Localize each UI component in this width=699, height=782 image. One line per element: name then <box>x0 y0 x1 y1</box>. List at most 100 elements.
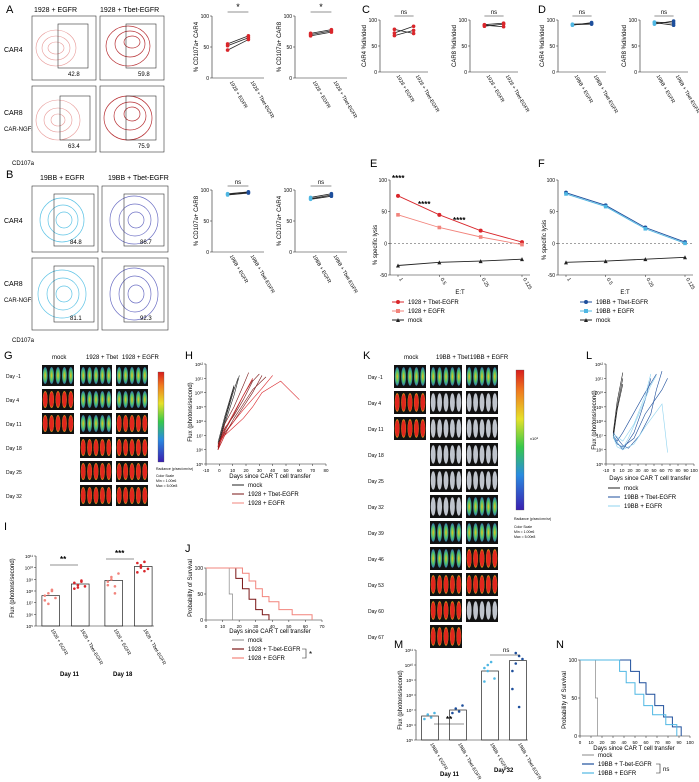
lysisE-point <box>478 259 483 264</box>
lysisE-ytick-label: 50 <box>381 210 387 216</box>
iMarks-point <box>113 585 117 588</box>
iMarks-xcat: 1928 + Tbet-EGFR <box>79 628 105 667</box>
h-ylabel: Flux (photons/second) <box>188 382 194 441</box>
mMarks-ytick-label: 10⁸ <box>406 693 413 698</box>
mMarks-point <box>486 669 490 673</box>
lysisE-xtick-label: 0.5 <box>439 277 448 286</box>
nMarks-ytick-label: 0 <box>574 734 577 740</box>
kImages-cell-mouse <box>443 601 449 620</box>
iMarks-xcat: 1928 + EGFR <box>49 628 69 657</box>
d1-plot-ytick-label: 50 <box>549 44 555 50</box>
gImages-cell-mouse <box>99 367 105 384</box>
a1-plot-pair-line <box>227 39 249 51</box>
kImages-cell-mouse <box>443 549 449 568</box>
kImages-cell-mouse <box>449 627 455 646</box>
iMarks-point <box>136 561 139 565</box>
c1-plot-sig: ns <box>401 10 407 16</box>
mMarks-bar <box>421 715 439 741</box>
g-scale-max: Max = 5.00e8 <box>156 484 177 488</box>
c1-plot-ytick-label: 0 <box>374 70 377 76</box>
l-legend: mock 19BB + Tbet-EGFR 19BB + EGFR <box>608 486 677 510</box>
lysisF-point <box>643 226 648 231</box>
k-col-tbet: 19BB + Tbet <box>436 355 470 361</box>
k-scale-unit: x10⁸ <box>530 436 538 441</box>
j-ylabel: Probability of Survival <box>188 559 194 617</box>
kImages-cell-mouse <box>437 367 443 386</box>
kImages-day-label: Day -1 <box>368 375 383 381</box>
kImages-cell-mouse <box>394 393 400 412</box>
mMarks-point <box>517 654 521 658</box>
jMarks-curve <box>206 567 313 620</box>
gImages-cell-mouse <box>68 367 74 384</box>
mMarks-point <box>483 680 486 683</box>
panel-letter-n: N <box>556 639 564 651</box>
gImages-cell-mouse <box>106 391 112 408</box>
a2-plot-point-b <box>329 27 334 32</box>
lysisF-ytick-label: 100 <box>547 178 556 184</box>
gImages-cell-mouse <box>106 487 112 504</box>
nMarks-xtick-label: 90 <box>676 740 682 745</box>
kImages-cell-mouse <box>401 367 407 386</box>
gImages-cell-mouse <box>55 415 61 432</box>
kImages-cell-mouse <box>479 601 485 620</box>
b-gate-4: 92.3 <box>140 316 152 322</box>
b1-plot-point-a <box>225 191 230 196</box>
h-ytick-label: 10⁵ <box>196 462 203 467</box>
h-ytick-label: 10¹⁰ <box>195 391 204 396</box>
gImages-cell-mouse <box>80 415 86 432</box>
kImages-cell-mouse <box>443 471 449 490</box>
g-col-egfr: 1928 + EGFR <box>122 355 160 361</box>
a1-plot: 0 50 100% CD107a+ CAR4 1928 + EGFR 1928 + Tb… <box>194 2 275 120</box>
b2-plot-point-a <box>308 196 313 201</box>
f-legend: 19BB + Tbet-EGFR 19BB + EGFR mock <box>580 300 649 324</box>
gImages-cell-mouse <box>135 487 141 504</box>
l-mock-line <box>612 383 624 439</box>
iMarks-ytick-label: 10¹¹ <box>25 554 34 559</box>
gImages-cell-mouse <box>135 367 141 384</box>
iMarks-bar <box>134 566 153 627</box>
kImages-cell-mouse <box>449 601 455 620</box>
b2-plot-sig: ns <box>318 180 324 186</box>
h-ytick-label: 10¹¹ <box>195 376 204 381</box>
kImages-cell-mouse <box>479 497 485 516</box>
d1-plot-ylabel: CAR4 %divided <box>540 25 546 67</box>
iMarks-bar <box>41 595 60 627</box>
kImages-day-label: Day 11 <box>368 427 384 433</box>
kImages-cell-mouse <box>485 497 491 516</box>
a-gate-3: 63.4 <box>68 144 80 150</box>
mMarks-point <box>454 707 458 710</box>
kImages-cell-mouse <box>479 393 485 412</box>
iMarks-point <box>136 571 139 574</box>
lysisF-point <box>603 204 608 209</box>
lysisF-ytick-label: 0 <box>552 241 555 247</box>
iMarks-ytick-label: 10⁶ <box>26 612 33 617</box>
kImages-cell-mouse <box>430 549 436 568</box>
j-legend-1: mock <box>248 638 263 644</box>
lysis-e-marks: 100 50 0 -50 1 0.5 0.25 0.125 <box>379 178 533 291</box>
iMarks-point <box>83 585 87 588</box>
h-egfr-line <box>217 378 253 447</box>
kImages-cell-mouse <box>420 419 426 438</box>
lysisF-point <box>564 260 568 265</box>
mMarks-bar <box>481 670 499 741</box>
l-ytick-label: 10⁶ <box>596 448 603 453</box>
iMarks-xcat: 1928 + Tbet-EGFR <box>142 628 168 667</box>
l-xtick-label: 20 <box>627 468 633 473</box>
h-xtick-label: 0 <box>218 468 221 473</box>
gImages-cell-mouse <box>61 391 67 408</box>
iMarks-point <box>110 575 113 579</box>
gImages-cell-mouse <box>106 439 112 456</box>
panel-letter-b: B <box>6 169 13 181</box>
gImages-cell-mouse <box>99 463 105 480</box>
lysisF-point <box>603 259 608 264</box>
gImages-cell-mouse <box>123 487 129 504</box>
c2-plot-sig: ns <box>491 10 497 16</box>
h-ytick-label: 10⁶ <box>196 448 203 453</box>
kImages-cell-mouse <box>413 367 419 386</box>
gImages-cell-mouse <box>129 463 135 480</box>
lysisE-series-line <box>397 195 523 243</box>
lysisE-point <box>520 242 524 247</box>
l-xtick-label: 40 <box>643 468 649 473</box>
panel-letter-l: L <box>586 350 592 362</box>
